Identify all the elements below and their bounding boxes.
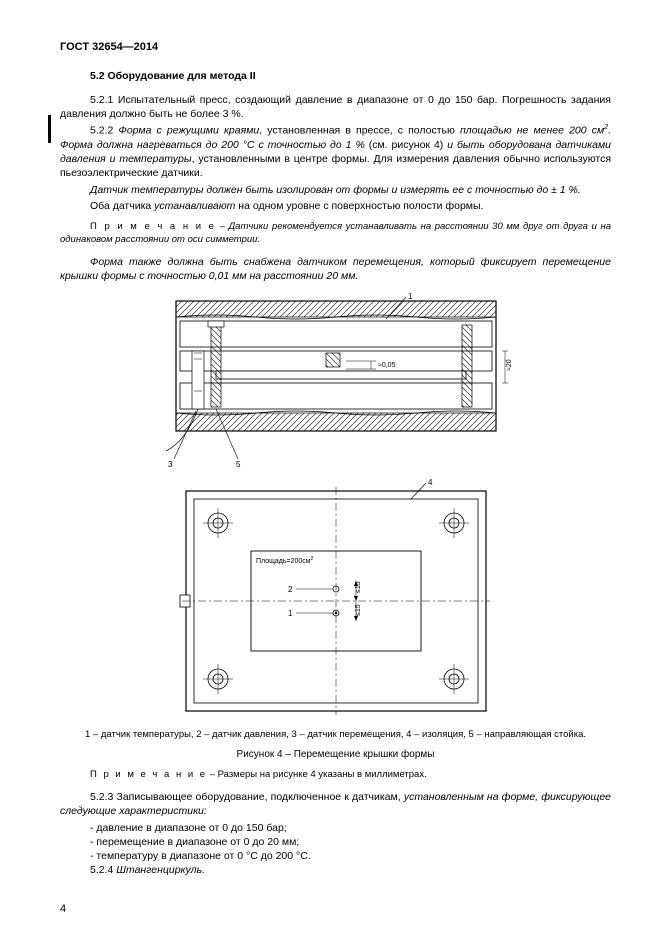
t: Оба датчика [90, 200, 154, 212]
dim-15a: ≤15 [355, 581, 362, 593]
bullet-3: - температуру в диапазоне от 0 °С до 200… [60, 849, 611, 863]
dim-005: ≈0,05 [378, 362, 396, 369]
para-both: Оба датчика устанавливают на одном уровн… [60, 199, 611, 213]
t: Форма с режущими краями [118, 125, 259, 137]
t: 5.2.3 Записывающее оборудование, подключ… [90, 791, 404, 803]
t: Штангенциркуль. [116, 864, 205, 876]
para-5-2-2: 5.2.2 Форма с режущими краями, установле… [60, 123, 611, 180]
t: , установленная в прессе, с полостью [259, 125, 460, 137]
t: на одном уровне с поверхностью полости ф… [235, 200, 483, 212]
t: (см. рисунок 4) [365, 139, 447, 151]
figure-caption: Рисунок 4 – Перемещение крышки формы [60, 748, 611, 762]
para-sensor: Датчик температуры должен быть изолирова… [60, 183, 611, 197]
note-text-2: – Размеры на рисунке 4 указаны в миллиме… [207, 769, 427, 780]
section-title: 5.2 Оборудование для метода II [90, 69, 611, 83]
section-title-text: 5.2 Оборудование для метода II [90, 70, 256, 82]
area-label: Площадь=200см2 [256, 556, 314, 565]
t: 5.2.2 [90, 125, 118, 137]
bullet-1: - давление в диапазоне от 0 до 150 бар; [60, 821, 611, 835]
label-1-bottom: 1 [288, 609, 293, 618]
note-1: П р и м е ч а н и е – Датчики рекомендуе… [60, 221, 611, 247]
note-2: П р и м е ч а н и е – Размеры на рисунке… [60, 769, 611, 782]
para-form: Форма также должна быть снабжена датчико… [60, 255, 611, 283]
label-2: 2 [288, 585, 293, 594]
page-number: 4 [60, 902, 66, 917]
bullet-2: - перемещение в диапазоне от 0 до 20 мм; [60, 835, 611, 849]
note-label-2: П р и м е ч а н и е [90, 769, 207, 780]
note-label: П р и м е ч а н и е [90, 221, 216, 232]
figure-4-svg: 1 3 5 ≈0,05 ≈20 [156, 291, 516, 721]
para-5-2-1: 5.2.1 Испытательный пресс, создающий дав… [60, 93, 611, 121]
label-5: 5 [236, 460, 241, 469]
label-4: 4 [428, 478, 433, 487]
t: устанавливают [154, 200, 235, 212]
para-5-2-4: 5.2.4 Штангенциркуль. [60, 863, 611, 877]
label-1-top: 1 [408, 292, 413, 301]
revision-bar [48, 115, 51, 143]
figure-4: 1 3 5 ≈0,05 ≈20 [156, 291, 516, 725]
dim-20: ≈20 [506, 359, 513, 371]
dim-15b: ≤15 [355, 604, 362, 616]
t: 5.2.4 [90, 864, 116, 876]
fig-bottom: Площадь=200см2 ≤15 ≤15 2 1 4 [180, 478, 490, 715]
fig-top: 1 3 5 ≈0,05 ≈20 [166, 292, 513, 469]
t: площадью не менее 200 см [460, 125, 604, 137]
figure-legend: 1 – датчик температуры, 2 – датчик давле… [60, 729, 611, 742]
doc-header: ГОСТ 32654—2014 [60, 40, 611, 55]
para-5-2-3: 5.2.3 Записывающее оборудование, подключ… [60, 790, 611, 818]
label-3: 3 [168, 460, 173, 469]
